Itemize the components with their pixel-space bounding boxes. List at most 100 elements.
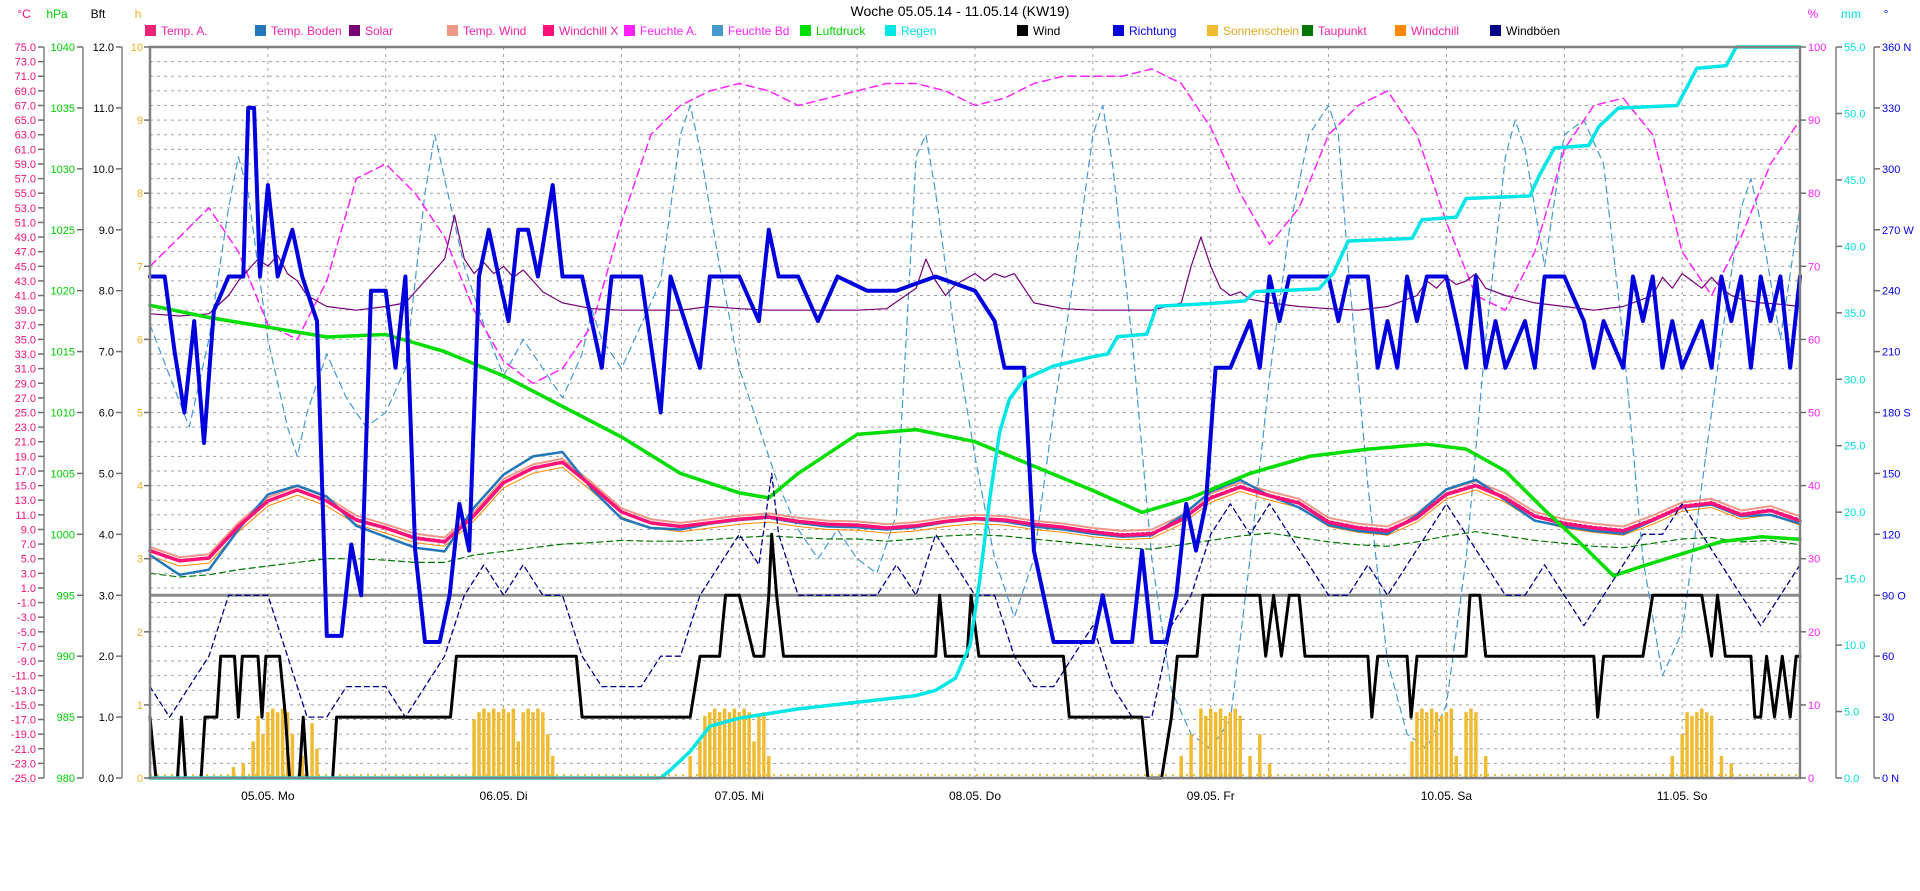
svg-text:29.0: 29.0 (15, 378, 36, 390)
svg-text:10: 10 (131, 42, 143, 54)
svg-text:15.0: 15.0 (1844, 574, 1865, 586)
legend-label-wind: Wind (1033, 24, 1061, 38)
svg-text:71.0: 71.0 (15, 71, 36, 83)
svg-text:60: 60 (1882, 651, 1894, 663)
svg-text:11.0: 11.0 (93, 103, 114, 115)
svg-text:1030: 1030 (51, 164, 75, 176)
svg-text:61.0: 61.0 (15, 144, 36, 156)
legend-item-taupunkt: Taupunkt (1302, 24, 1367, 38)
svg-text:6: 6 (137, 334, 143, 346)
svg-text:100: 100 (1808, 42, 1826, 54)
svg-text:1035: 1035 (51, 103, 75, 115)
svg-text:40.0: 40.0 (1844, 241, 1865, 253)
svg-text:1020: 1020 (51, 286, 75, 298)
legend-item-temp_wind: Temp. Wind (447, 24, 526, 38)
legend-item-temp_boden: Temp. Boden (255, 24, 342, 38)
svg-text:7.0: 7.0 (99, 347, 114, 359)
svg-text:990: 990 (57, 651, 75, 663)
svg-text:-21.0: -21.0 (11, 744, 36, 756)
svg-text:90 O: 90 O (1882, 590, 1906, 602)
svg-text:330: 330 (1882, 103, 1900, 115)
legend-label-windboeen: Windböen (1506, 24, 1561, 38)
legend-item-solar: Solar (349, 24, 393, 38)
svg-text:30: 30 (1808, 554, 1820, 566)
svg-text:-11.0: -11.0 (12, 671, 36, 683)
svg-text:50.0: 50.0 (1844, 108, 1865, 120)
svg-text:1040: 1040 (51, 42, 75, 54)
svg-text:06.05. Di: 06.05. Di (480, 789, 528, 803)
svg-text:995: 995 (57, 590, 75, 602)
svg-text:1005: 1005 (51, 468, 75, 480)
svg-text:-1.0: -1.0 (17, 598, 36, 610)
legend-swatch-temp_wind (447, 25, 458, 36)
legend-label-temp_wind: Temp. Wind (463, 24, 527, 38)
legend-label-solar: Solar (365, 24, 394, 38)
legend-label-temp_a: Temp. A. (161, 24, 208, 38)
svg-text:5.0: 5.0 (99, 468, 114, 480)
legend-swatch-sonnenschein (1207, 25, 1218, 36)
legend-label-sonnenschein: Sonnenschein (1223, 24, 1300, 38)
svg-text:%: % (1808, 7, 1819, 21)
svg-text:12.0: 12.0 (93, 42, 114, 54)
svg-text:3.0: 3.0 (99, 590, 114, 602)
svg-text:10.0: 10.0 (1844, 640, 1865, 652)
svg-text:0: 0 (137, 773, 143, 785)
legend-label-feuchte_a: Feuchte A. (640, 24, 698, 38)
svg-text:55.0: 55.0 (15, 188, 36, 200)
svg-text:49.0: 49.0 (15, 232, 36, 244)
svg-text:75.0: 75.0 (15, 42, 36, 54)
legend-item-windchill_x: Windchill X (543, 24, 618, 38)
svg-text:2.0: 2.0 (99, 651, 114, 663)
svg-text:1000: 1000 (51, 529, 75, 541)
svg-text:0: 0 (1808, 773, 1814, 785)
summary-table (0, 821, 1920, 891)
svg-text:30: 30 (1882, 712, 1894, 724)
svg-text:8: 8 (137, 188, 143, 200)
svg-text:-3.0: -3.0 (17, 612, 36, 624)
legend-item-feuchte_a: Feuchte A. (624, 24, 697, 38)
svg-text:41.0: 41.0 (15, 291, 36, 303)
svg-text:Bft: Bft (91, 7, 106, 21)
svg-text:5: 5 (137, 408, 143, 420)
svg-text:°C: °C (17, 7, 31, 21)
svg-text:-9.0: -9.0 (17, 656, 36, 668)
svg-text:2: 2 (137, 627, 143, 639)
svg-text:90: 90 (1808, 115, 1820, 127)
svg-text:8.0: 8.0 (99, 286, 114, 298)
legend-label-temp_boden: Temp. Boden (271, 24, 342, 38)
legend-swatch-windchill_x (543, 25, 554, 36)
svg-text:4: 4 (137, 481, 143, 493)
svg-text:1.0: 1.0 (99, 712, 114, 724)
svg-text:1010: 1010 (51, 408, 75, 420)
svg-text:-5.0: -5.0 (17, 627, 36, 639)
svg-text:5.0: 5.0 (21, 554, 36, 566)
legend-item-richtung: Richtung (1113, 24, 1176, 38)
legend-item-temp_a: Temp. A. (145, 24, 208, 38)
svg-text:45.0: 45.0 (1844, 175, 1865, 187)
svg-text:0.0: 0.0 (1844, 773, 1859, 785)
svg-text:1025: 1025 (51, 225, 75, 237)
svg-text:9.0: 9.0 (21, 524, 36, 536)
svg-text:-15.0: -15.0 (11, 700, 36, 712)
chart-legend: Temp. A. Temp. Boden Solar Temp. Wind Windch… (0, 24, 1920, 42)
svg-text:-17.0: -17.0 (11, 715, 36, 727)
svg-text:150: 150 (1882, 468, 1900, 480)
svg-text:13.0: 13.0 (15, 495, 36, 507)
svg-text:5.0: 5.0 (1844, 707, 1859, 719)
svg-text:3: 3 (137, 554, 143, 566)
svg-text:6.0: 6.0 (99, 408, 114, 420)
legend-swatch-richtung (1113, 25, 1124, 36)
legend-label-taupunkt: Taupunkt (1318, 24, 1367, 38)
svg-text:23.0: 23.0 (15, 422, 36, 434)
svg-text:°: ° (1884, 7, 1889, 21)
svg-text:25.0: 25.0 (1844, 441, 1865, 453)
svg-text:10: 10 (1808, 700, 1820, 712)
svg-text:11.05. So: 11.05. So (1657, 789, 1708, 803)
legend-swatch-feuchte_bd (712, 25, 723, 36)
svg-text:7.0: 7.0 (21, 539, 36, 551)
svg-text:57.0: 57.0 (15, 174, 36, 186)
legend-swatch-windboeen (1490, 25, 1501, 36)
svg-text:20: 20 (1808, 627, 1820, 639)
svg-text:39.0: 39.0 (15, 305, 36, 317)
